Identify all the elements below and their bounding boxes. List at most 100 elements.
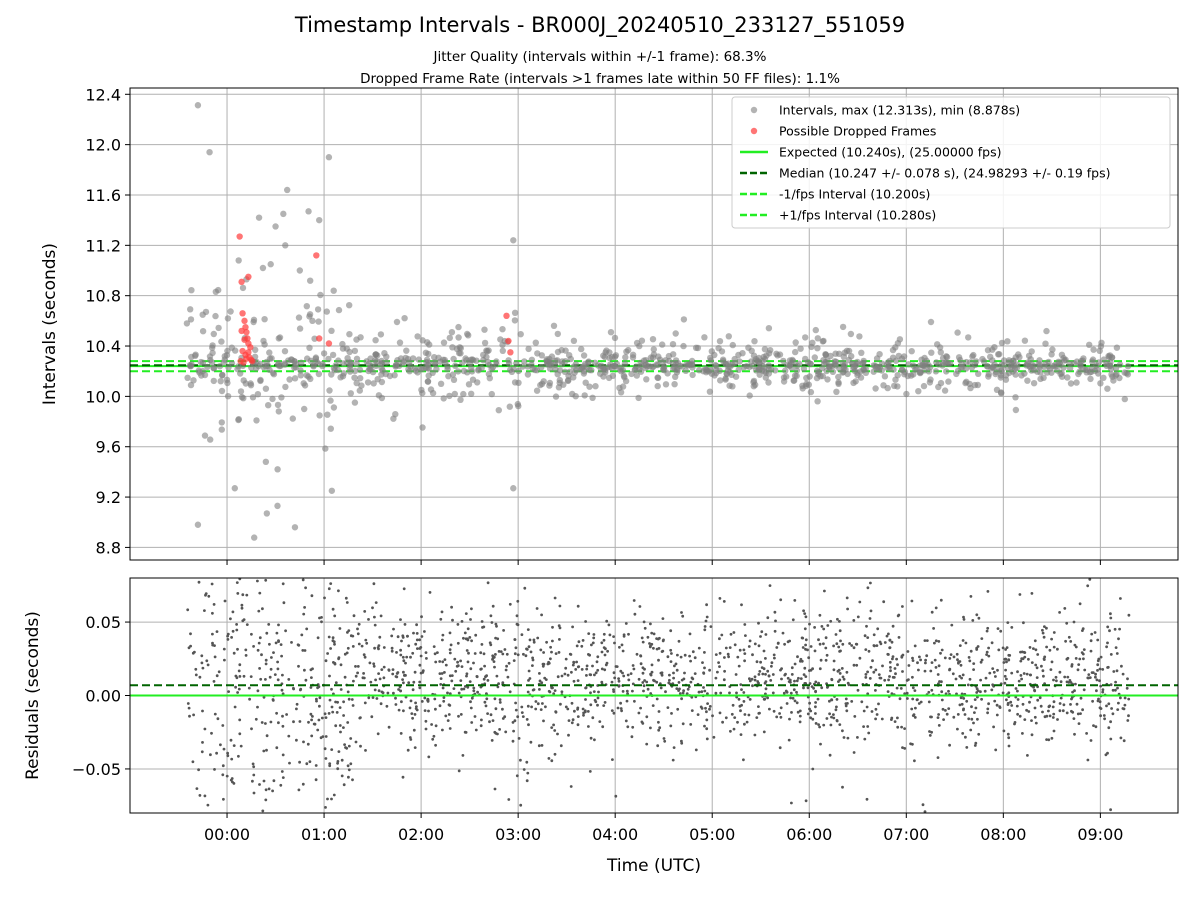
interval-point bbox=[274, 401, 282, 409]
residual-point bbox=[321, 735, 325, 738]
residual-point bbox=[1086, 676, 1090, 680]
residual-point bbox=[418, 638, 421, 642]
residual-point bbox=[252, 645, 256, 648]
residual-point bbox=[832, 668, 836, 672]
residual-point bbox=[552, 692, 556, 696]
residual-point bbox=[200, 750, 204, 754]
residual-point bbox=[1067, 635, 1071, 639]
residual-point bbox=[956, 727, 959, 731]
residual-point bbox=[427, 755, 431, 759]
residual-point bbox=[1041, 710, 1044, 714]
residual-point bbox=[760, 630, 764, 634]
residual-point bbox=[373, 615, 376, 619]
residual-point bbox=[332, 793, 336, 797]
residual-point bbox=[221, 773, 225, 777]
residual-point bbox=[399, 653, 403, 657]
residual-point bbox=[733, 643, 737, 647]
interval-point bbox=[224, 393, 232, 400]
residual-point bbox=[459, 679, 463, 682]
residual-point bbox=[211, 643, 215, 647]
residual-point bbox=[418, 686, 422, 690]
residual-point bbox=[1117, 701, 1120, 705]
residual-point bbox=[530, 705, 533, 709]
residual-point bbox=[209, 753, 212, 757]
residual-point bbox=[302, 740, 305, 744]
residual-point bbox=[1101, 668, 1105, 671]
residual-point bbox=[1096, 669, 1099, 672]
residual-point bbox=[956, 713, 960, 716]
interval-point bbox=[275, 408, 282, 415]
residual-point bbox=[1096, 699, 1100, 703]
interval-point bbox=[525, 345, 532, 353]
interval-point bbox=[480, 351, 487, 359]
residual-point bbox=[819, 658, 823, 662]
residual-point bbox=[186, 608, 190, 612]
residual-point bbox=[697, 690, 701, 694]
residual-point bbox=[1032, 647, 1035, 650]
residual-point bbox=[377, 689, 381, 693]
residual-point bbox=[958, 703, 962, 707]
interval-point bbox=[532, 339, 539, 346]
residual-point bbox=[374, 678, 377, 682]
interval-point bbox=[215, 324, 222, 332]
residual-point bbox=[307, 720, 310, 724]
residual-point bbox=[1116, 708, 1120, 711]
interval-point bbox=[774, 352, 781, 359]
residual-point bbox=[724, 646, 728, 650]
residual-point bbox=[1105, 645, 1108, 649]
interval-point bbox=[499, 341, 506, 349]
residual-point bbox=[272, 651, 275, 654]
interval-point bbox=[517, 331, 524, 338]
interval-point bbox=[524, 363, 531, 370]
residual-point bbox=[923, 810, 927, 813]
residual-point bbox=[1110, 707, 1113, 710]
residual-point bbox=[590, 643, 593, 647]
residual-point bbox=[268, 675, 272, 679]
interval-point bbox=[680, 316, 688, 323]
residual-point bbox=[1069, 703, 1072, 706]
residual-point bbox=[466, 685, 470, 689]
residual-point bbox=[1077, 663, 1081, 666]
legend-label: Median (10.247 +/- 0.078 s), (24.98293 +… bbox=[779, 166, 1110, 181]
residual-point bbox=[972, 721, 975, 725]
interval-point bbox=[225, 364, 232, 371]
residual-point bbox=[825, 717, 829, 720]
residual-point bbox=[541, 664, 545, 668]
residual-point bbox=[1033, 689, 1037, 693]
residual-point bbox=[790, 711, 793, 714]
residual-point bbox=[727, 655, 730, 659]
residual-point bbox=[650, 670, 654, 674]
residual-point bbox=[753, 733, 757, 737]
interval-point bbox=[301, 405, 308, 413]
residual-point bbox=[203, 794, 207, 798]
residual-point bbox=[610, 680, 614, 684]
residual-point bbox=[876, 627, 880, 631]
y-tick-label: 10.8 bbox=[85, 287, 121, 306]
residual-point bbox=[540, 744, 544, 747]
residual-point bbox=[279, 643, 283, 646]
residual-point bbox=[260, 721, 264, 724]
residual-point bbox=[1021, 702, 1025, 706]
residual-point bbox=[438, 660, 442, 663]
residual-point bbox=[897, 636, 901, 639]
residual-point bbox=[888, 646, 892, 650]
interval-point bbox=[920, 382, 928, 390]
interval-point bbox=[835, 380, 842, 387]
residual-point bbox=[425, 657, 428, 660]
residual-point bbox=[1073, 689, 1076, 693]
residual-point bbox=[269, 667, 273, 671]
residual-point bbox=[524, 654, 528, 658]
residual-point bbox=[717, 661, 720, 664]
interval-point bbox=[985, 373, 992, 380]
residual-point bbox=[770, 661, 774, 665]
residual-point bbox=[186, 702, 190, 705]
residual-point bbox=[269, 720, 273, 724]
residual-point bbox=[347, 775, 350, 779]
residual-point bbox=[503, 648, 507, 651]
residual-point bbox=[980, 697, 983, 701]
interval-point bbox=[666, 357, 673, 365]
interval-point bbox=[759, 357, 766, 365]
residual-point bbox=[416, 647, 419, 650]
residual-point bbox=[1030, 733, 1034, 737]
interval-point bbox=[937, 379, 945, 387]
